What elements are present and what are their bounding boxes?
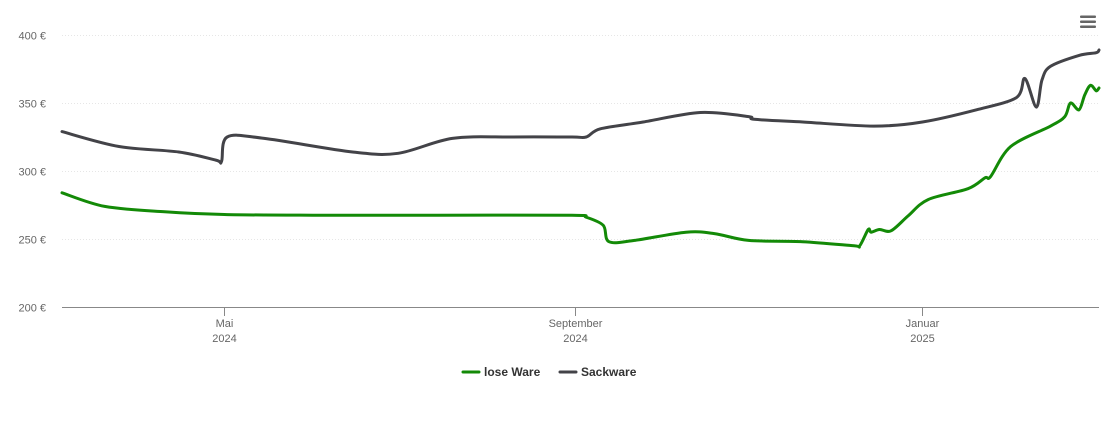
y-tick-label: 200 € — [18, 303, 46, 315]
menu-icon[interactable] — [1076, 9, 1100, 33]
legend-item-lose-ware[interactable]: lose Ware — [461, 365, 541, 379]
x-tick-label-month: Januar — [906, 318, 940, 330]
legend-item-sackware[interactable]: Sackware — [558, 365, 637, 379]
series-line-lose-ware[interactable] — [60, 83, 1101, 249]
legend-label: lose Ware — [484, 365, 541, 379]
x-tick-label-month: September — [549, 318, 603, 330]
y-axis: 200 € 250 € 300 € 350 € 400 € — [18, 31, 46, 315]
x-tick-label-year: 2024 — [563, 333, 587, 345]
x-tick-label-month: Mai — [216, 318, 234, 330]
grid-lines — [62, 35, 1099, 240]
legend: lose Ware Sackware — [461, 365, 637, 379]
x-tick-label-year: 2024 — [212, 333, 236, 345]
legend-label: Sackware — [581, 365, 637, 379]
y-tick-label: 400 € — [18, 31, 46, 43]
y-tick-label: 350 € — [18, 99, 46, 111]
series-line-sackware[interactable] — [60, 48, 1101, 165]
y-tick-label: 300 € — [18, 167, 46, 179]
x-axis: Mai 2024 September 2024 Januar 2025 — [62, 307, 1099, 345]
series-lines — [60, 48, 1101, 249]
y-tick-label: 250 € — [18, 235, 46, 247]
x-tick-label-year: 2025 — [910, 333, 934, 345]
